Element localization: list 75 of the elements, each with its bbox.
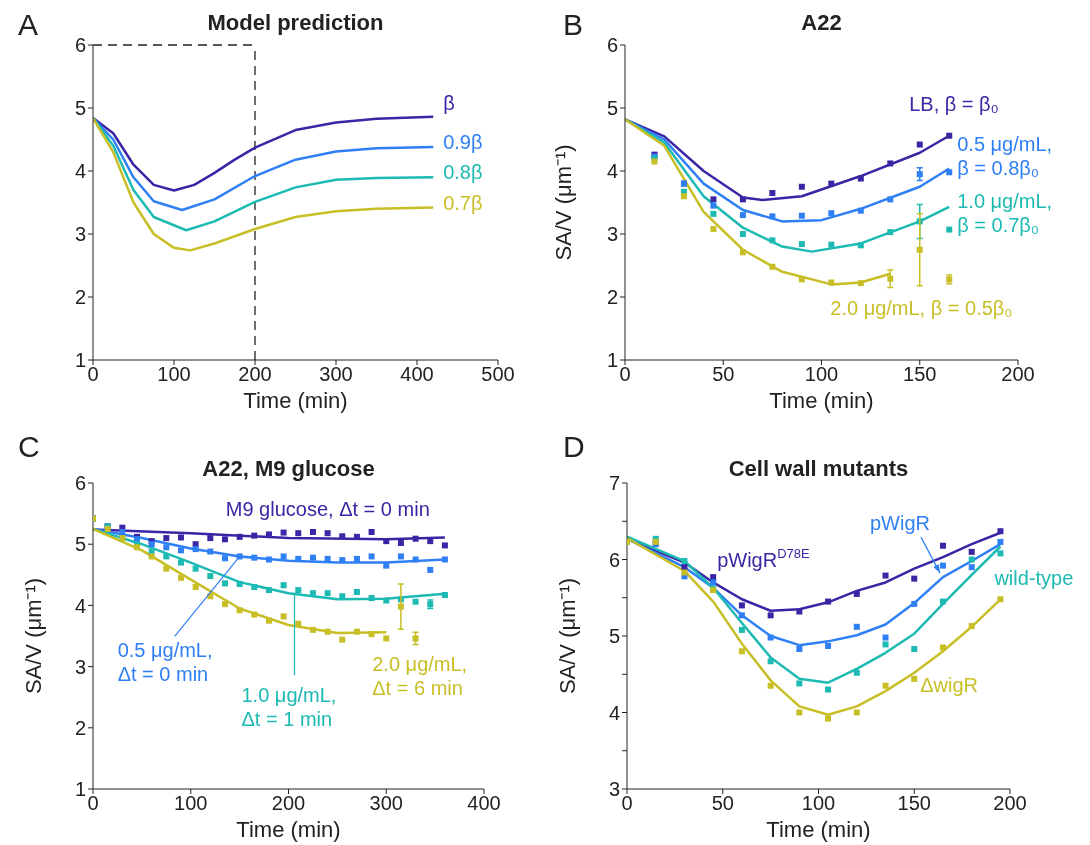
x-tick-label: 50 [711, 792, 734, 815]
x-tick-label: 100 [157, 363, 191, 386]
y-tick-label: 2 [606, 286, 618, 309]
x-tick-label: 150 [903, 363, 937, 386]
text: 0.5 μg/mL, Δt = 0 min [117, 639, 213, 686]
y-tick-label: 1 [74, 778, 86, 801]
x-tick-label: 200 [271, 792, 306, 815]
y-tick-label: 1 [74, 349, 86, 372]
y-tick-label: 3 [74, 655, 86, 678]
chart-title: A22 [800, 10, 843, 36]
y-tick-label: 2 [74, 716, 86, 739]
series-label: 0.9β [443, 131, 483, 154]
series-label: pWigR$^{D78E}$ [717, 546, 811, 572]
chart-title: A22, M9 glucose [201, 456, 376, 482]
x-tick-label: 0 [619, 363, 631, 386]
y-tick-label: 1 [606, 349, 618, 372]
text: D [563, 430, 585, 464]
x-tick-label: 150 [897, 792, 931, 815]
x-tick-label: 100 [804, 363, 839, 386]
y-axis-title: SA/V (μm⁻¹) [550, 144, 576, 261]
text: C [18, 430, 40, 464]
y-tick-label: 2 [74, 286, 86, 309]
x-axis-title: Time (min) [236, 817, 341, 842]
x-tick-label: 200 [1001, 363, 1035, 386]
series-label: 2.0 μg/mL, β = 0.5β₀ [830, 296, 1013, 319]
y-tick-label: 5 [608, 625, 620, 648]
series-label: ΔwigR [920, 674, 979, 696]
y-tick-label: 5 [74, 533, 86, 556]
x-tick-label: 0 [87, 363, 99, 386]
x-tick-label: 50 [712, 363, 735, 386]
x-tick-label: 400 [467, 792, 501, 815]
x-tick-label: 0 [87, 792, 99, 815]
series-label: 0.5 μg/mL, β = 0.8β₀ [957, 133, 1053, 180]
x-tick-label: 200 [238, 363, 272, 386]
y-tick-label: 4 [74, 160, 86, 183]
series-label: M9 glucose, Δt = 0 min [225, 498, 430, 521]
x-tick-label: 400 [400, 363, 434, 386]
chart-title: Cell wall mutants [727, 456, 910, 482]
y-tick-label: 7 [608, 472, 620, 495]
y-tick-label: 3 [606, 223, 618, 246]
chart-title: Model prediction [206, 10, 385, 36]
y-tick-label: 6 [74, 34, 86, 57]
x-tick-label: 200 [993, 792, 1027, 815]
x-axis-title: Time (min) [769, 388, 874, 413]
y-tick-label: 6 [606, 34, 618, 57]
series-label: 1.0 μg/mL, β = 0.7β₀ [957, 190, 1053, 237]
y-tick-label: 3 [74, 223, 86, 246]
text: pWigR [869, 512, 930, 535]
text: 1.0 μg/mL, Δt = 1 min [241, 684, 337, 731]
x-tick-label: 500 [481, 363, 515, 386]
y-tick-label: 3 [608, 778, 620, 801]
y-tick-label: 6 [74, 472, 86, 495]
y-tick-label: 6 [608, 548, 620, 571]
series-label: LB, β = β₀ [909, 93, 999, 115]
text: A [18, 8, 39, 42]
x-tick-label: 300 [319, 363, 353, 386]
y-tick-label: 4 [608, 701, 620, 724]
text: B [563, 8, 584, 42]
x-tick-label: 300 [369, 792, 403, 815]
y-tick-label: 5 [74, 97, 86, 120]
series-label: 0.7β [443, 191, 483, 214]
y-axis-title: SA/V (μm⁻¹) [20, 577, 46, 695]
y-tick-label: 4 [606, 160, 618, 183]
y-tick-label: 4 [74, 594, 86, 617]
x-tick-label: 100 [174, 792, 208, 815]
x-tick-label: 100 [801, 792, 836, 815]
series-label: β [443, 92, 455, 115]
series-label: 2.0 μg/mL, Δt = 6 min [372, 653, 468, 700]
x-axis-title: Time (min) [243, 388, 348, 413]
y-tick-label: 5 [606, 97, 618, 120]
x-tick-label: 0 [621, 792, 633, 815]
y-axis-title: SA/V (μm⁻¹) [554, 577, 580, 695]
x-axis-title: Time (min) [766, 817, 871, 842]
series-label: wild-type [993, 567, 1074, 590]
series-label: 0.8β [443, 161, 483, 184]
